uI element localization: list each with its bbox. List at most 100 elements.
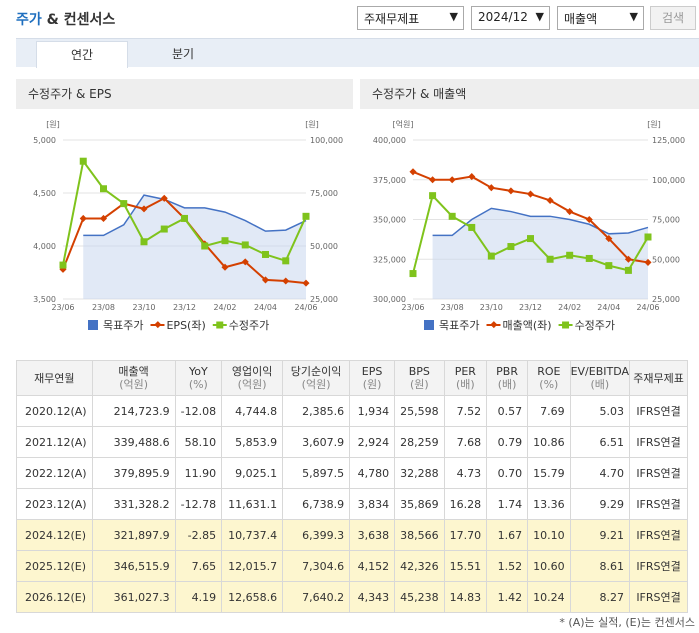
sales-chart: 400,000 375,000 350,000 325,000 300,000 125,0… <box>373 119 685 332</box>
price-point <box>100 185 107 193</box>
column-header-unit: (억원) <box>237 378 267 391</box>
table-cell: 379,895.9 <box>91 457 176 489</box>
column-header-unit: (원) <box>409 378 429 391</box>
left-series-point <box>302 279 310 287</box>
table-cell: 17.70 <box>443 519 488 551</box>
table-cell: -12.78 <box>174 488 223 520</box>
chevron-down-icon: ▼ <box>535 10 544 23</box>
table-cell: 12,658.6 <box>221 581 284 613</box>
x-tick-label: 24/02 <box>558 303 581 312</box>
tab-quarterly[interactable]: 분기 <box>171 47 195 61</box>
table-cell: 15.79 <box>527 457 571 489</box>
search-button[interactable]: 검색 <box>650 6 696 30</box>
column-header: 당기순이익 (억원) <box>282 360 351 396</box>
table-cell: 3,607.9 <box>282 426 351 458</box>
legend-label: 매출액(좌) <box>502 319 551 332</box>
legend-label: 목표주가 <box>103 319 143 332</box>
column-header-unit: (억원) <box>301 378 331 391</box>
table-cell: 0.57 <box>486 395 529 427</box>
column-header: EPS (원) <box>349 360 396 396</box>
left-series-point <box>585 215 593 224</box>
table-cell: 4.19 <box>174 581 223 613</box>
table-cell: 45,238 <box>394 581 445 613</box>
column-header: 주재무제표 <box>629 360 689 396</box>
price-point <box>140 238 148 246</box>
metric-select[interactable]: 매출액 ▼ <box>557 6 644 30</box>
table-cell: 2023.12(A) <box>16 488 93 520</box>
chart-title: 수정주가 & 매출액 <box>360 79 699 109</box>
legend-label: 수정주가 <box>229 319 269 332</box>
table-cell: 7,640.2 <box>282 581 351 613</box>
legend-swatch-diamond <box>490 321 498 329</box>
legend-swatch-diamond <box>154 321 162 329</box>
column-header: 매출액 (억원) <box>91 360 176 396</box>
period-select[interactable]: 2024/12 ▼ <box>471 6 550 30</box>
table-cell: 7.69 <box>527 395 571 427</box>
legend-swatch-square <box>562 321 570 329</box>
table-cell: 0.70 <box>486 457 529 489</box>
left-tick-label: 4,000 <box>33 242 56 251</box>
right-tick-label: 25,000 <box>310 295 338 304</box>
statement-type-select[interactable]: 주재무제표 ▼ <box>357 6 464 30</box>
column-header-label: 재무연월 <box>34 371 75 385</box>
table-row: 2025.12(E) 346,515.9 7.65 12,015.7 7,304.6 4,… <box>16 550 689 582</box>
x-tick-label: 24/06 <box>636 303 659 312</box>
x-tick-label: 23/12 <box>519 303 542 312</box>
table-cell: 10.24 <box>527 581 571 613</box>
statement-type-value: 주재무제표 <box>364 12 420 26</box>
column-header-unit: (원) <box>362 378 382 391</box>
table-cell: 5.03 <box>569 395 631 427</box>
price-point <box>644 233 652 241</box>
left-axis-unit: [원] <box>46 120 60 129</box>
table-cell: 321,897.9 <box>91 519 176 551</box>
column-header: BPS (원) <box>394 360 445 396</box>
x-tick-label: 23/10 <box>132 303 155 312</box>
price-point <box>79 157 87 165</box>
column-header-unit: (배) <box>455 378 475 391</box>
price-point <box>221 237 229 245</box>
chart-title: 수정주가 & EPS <box>16 79 353 109</box>
column-header-label: 당기순이익 <box>290 365 342 378</box>
right-axis-unit: [원] <box>647 120 661 129</box>
left-series-point <box>99 214 108 222</box>
price-point <box>546 255 554 263</box>
left-series-point <box>526 190 535 198</box>
table-row: 2026.12(E) 361,027.3 4.19 12,658.6 7,640.2 4,… <box>16 581 689 613</box>
left-series-point <box>282 277 290 285</box>
table-cell: 4.70 <box>569 457 631 489</box>
left-series-point <box>546 196 554 204</box>
table-row: 2023.12(A) 331,328.2 -12.78 11,631.1 6,738.9… <box>16 488 689 520</box>
right-tick-label: 125,000 <box>652 136 685 145</box>
table-cell: 7.52 <box>443 395 488 427</box>
target-price-area <box>83 195 306 299</box>
chevron-down-icon: ▼ <box>449 10 458 23</box>
table-cell: 15.51 <box>443 550 488 582</box>
table-cell: 1,934 <box>349 395 396 427</box>
price-point <box>262 250 269 258</box>
x-tick-label: 23/06 <box>401 303 424 312</box>
table-cell: 6,399.3 <box>282 519 351 551</box>
price-point <box>302 212 310 220</box>
column-header: EV/EBITDA (배) <box>569 360 631 396</box>
column-header-label: PBR <box>496 365 518 378</box>
left-series-point <box>448 176 456 184</box>
left-series-point <box>140 205 148 213</box>
column-header-label: EV/EBITDA <box>570 365 630 378</box>
table-cell: 6.51 <box>569 426 631 458</box>
table-cell: 42,326 <box>394 550 445 582</box>
table-cell: 214,723.9 <box>91 395 176 427</box>
page-title-main: 주가 <box>16 12 42 28</box>
period-tabs: 연간 분기 <box>16 38 699 68</box>
table-cell: 1.52 <box>486 550 529 582</box>
price-point <box>409 270 417 278</box>
price-point <box>566 251 574 259</box>
table-cell: 331,328.2 <box>91 488 176 520</box>
column-header: PBR (배) <box>486 360 529 396</box>
price-point <box>487 252 495 260</box>
table-cell: 5,897.5 <box>282 457 351 489</box>
table-cell: IFRS연결 <box>629 457 689 489</box>
legend-swatch-target <box>88 320 98 330</box>
left-axis-unit: [억원] <box>393 119 414 129</box>
tab-annual[interactable]: 연간 <box>36 41 128 68</box>
footnote: * (A)는 실적, (E)는 컨센서스 <box>559 616 695 629</box>
